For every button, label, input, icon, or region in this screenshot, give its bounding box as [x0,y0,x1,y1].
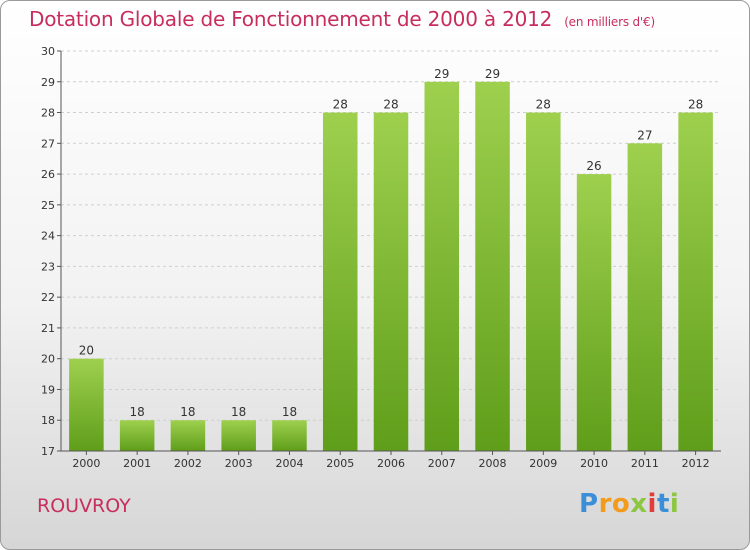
bar [627,143,663,452]
x-tick-label: 2006 [377,457,405,470]
y-tick-label: 20 [41,353,55,366]
y-tick-label: 25 [41,199,55,212]
y-tick-label: 18 [41,414,55,427]
bar-layer: 20 18 18 18 18 28 28 29 29 28 26 27 28 [69,67,713,452]
x-tick-label: 2007 [428,457,456,470]
data-label: 29 [485,67,500,81]
logo-letter: r [598,489,612,519]
commune-name: ROUVROY [37,495,131,517]
x-tick-label: 2011 [631,457,659,470]
logo-letter: i [669,489,680,519]
logo-letter: o [611,489,631,519]
chart-unit: (en milliers d'€) [564,15,655,29]
x-tick-label: 2012 [682,457,710,470]
x-tick-label: 2005 [326,457,354,470]
logo-letter: t [656,489,670,519]
y-tick-label: 23 [41,260,55,273]
y-tick-label: 29 [41,76,55,89]
logo-letter: P [579,489,599,519]
data-label: 29 [434,67,449,81]
y-tick-label: 19 [41,383,55,396]
bar [475,81,510,452]
x-tick-label: 2002 [174,457,202,470]
x-tick-label: 2009 [529,457,557,470]
y-tick-label: 24 [41,230,55,243]
data-label: 28 [536,98,551,112]
data-label: 18 [130,405,145,419]
data-label: 20 [79,344,94,358]
x-tick-label: 2010 [580,457,608,470]
chart-title: Dotation Globale de Fonctionnement de 20… [29,7,655,31]
y-tick-label: 28 [41,107,55,120]
x-tick-label: 2008 [479,457,507,470]
bar [678,112,713,452]
data-label: 28 [333,98,348,112]
bar [170,420,206,451]
y-tick-label: 27 [41,137,55,150]
x-tick-label: 2003 [225,457,253,470]
data-label: 18 [180,405,195,419]
logo-letter: i [647,489,657,519]
data-label: 26 [586,159,601,173]
bar [526,112,561,452]
bar [373,112,409,452]
proxiti-logo: Proxiti [579,489,679,519]
y-tick-label: 26 [41,168,55,181]
axis-layer: 17 18 19 20 21 22 23 24 25 26 27 28 29 30 2000 2001 2002… [41,45,721,470]
data-label: 27 [637,128,652,142]
y-tick-label: 17 [41,445,55,458]
data-label: 18 [282,405,297,419]
x-tick-label: 2000 [72,457,100,470]
bar [69,358,104,451]
data-label: 18 [231,405,246,419]
data-label: 28 [383,98,398,112]
x-tick-label: 2001 [123,457,151,470]
bar [119,420,155,451]
bar [576,174,612,452]
bar [424,81,460,452]
bar [221,420,256,451]
y-tick-label: 21 [41,322,55,335]
data-label: 28 [688,98,703,112]
logo-letter: x [630,489,648,519]
chart-title-text: Dotation Globale de Fonctionnement de 20… [29,7,553,31]
y-tick-label: 22 [41,291,55,304]
y-tick-label: 30 [41,45,55,58]
x-tick-label: 2004 [275,457,303,470]
bar [322,112,358,452]
bar [272,420,307,451]
